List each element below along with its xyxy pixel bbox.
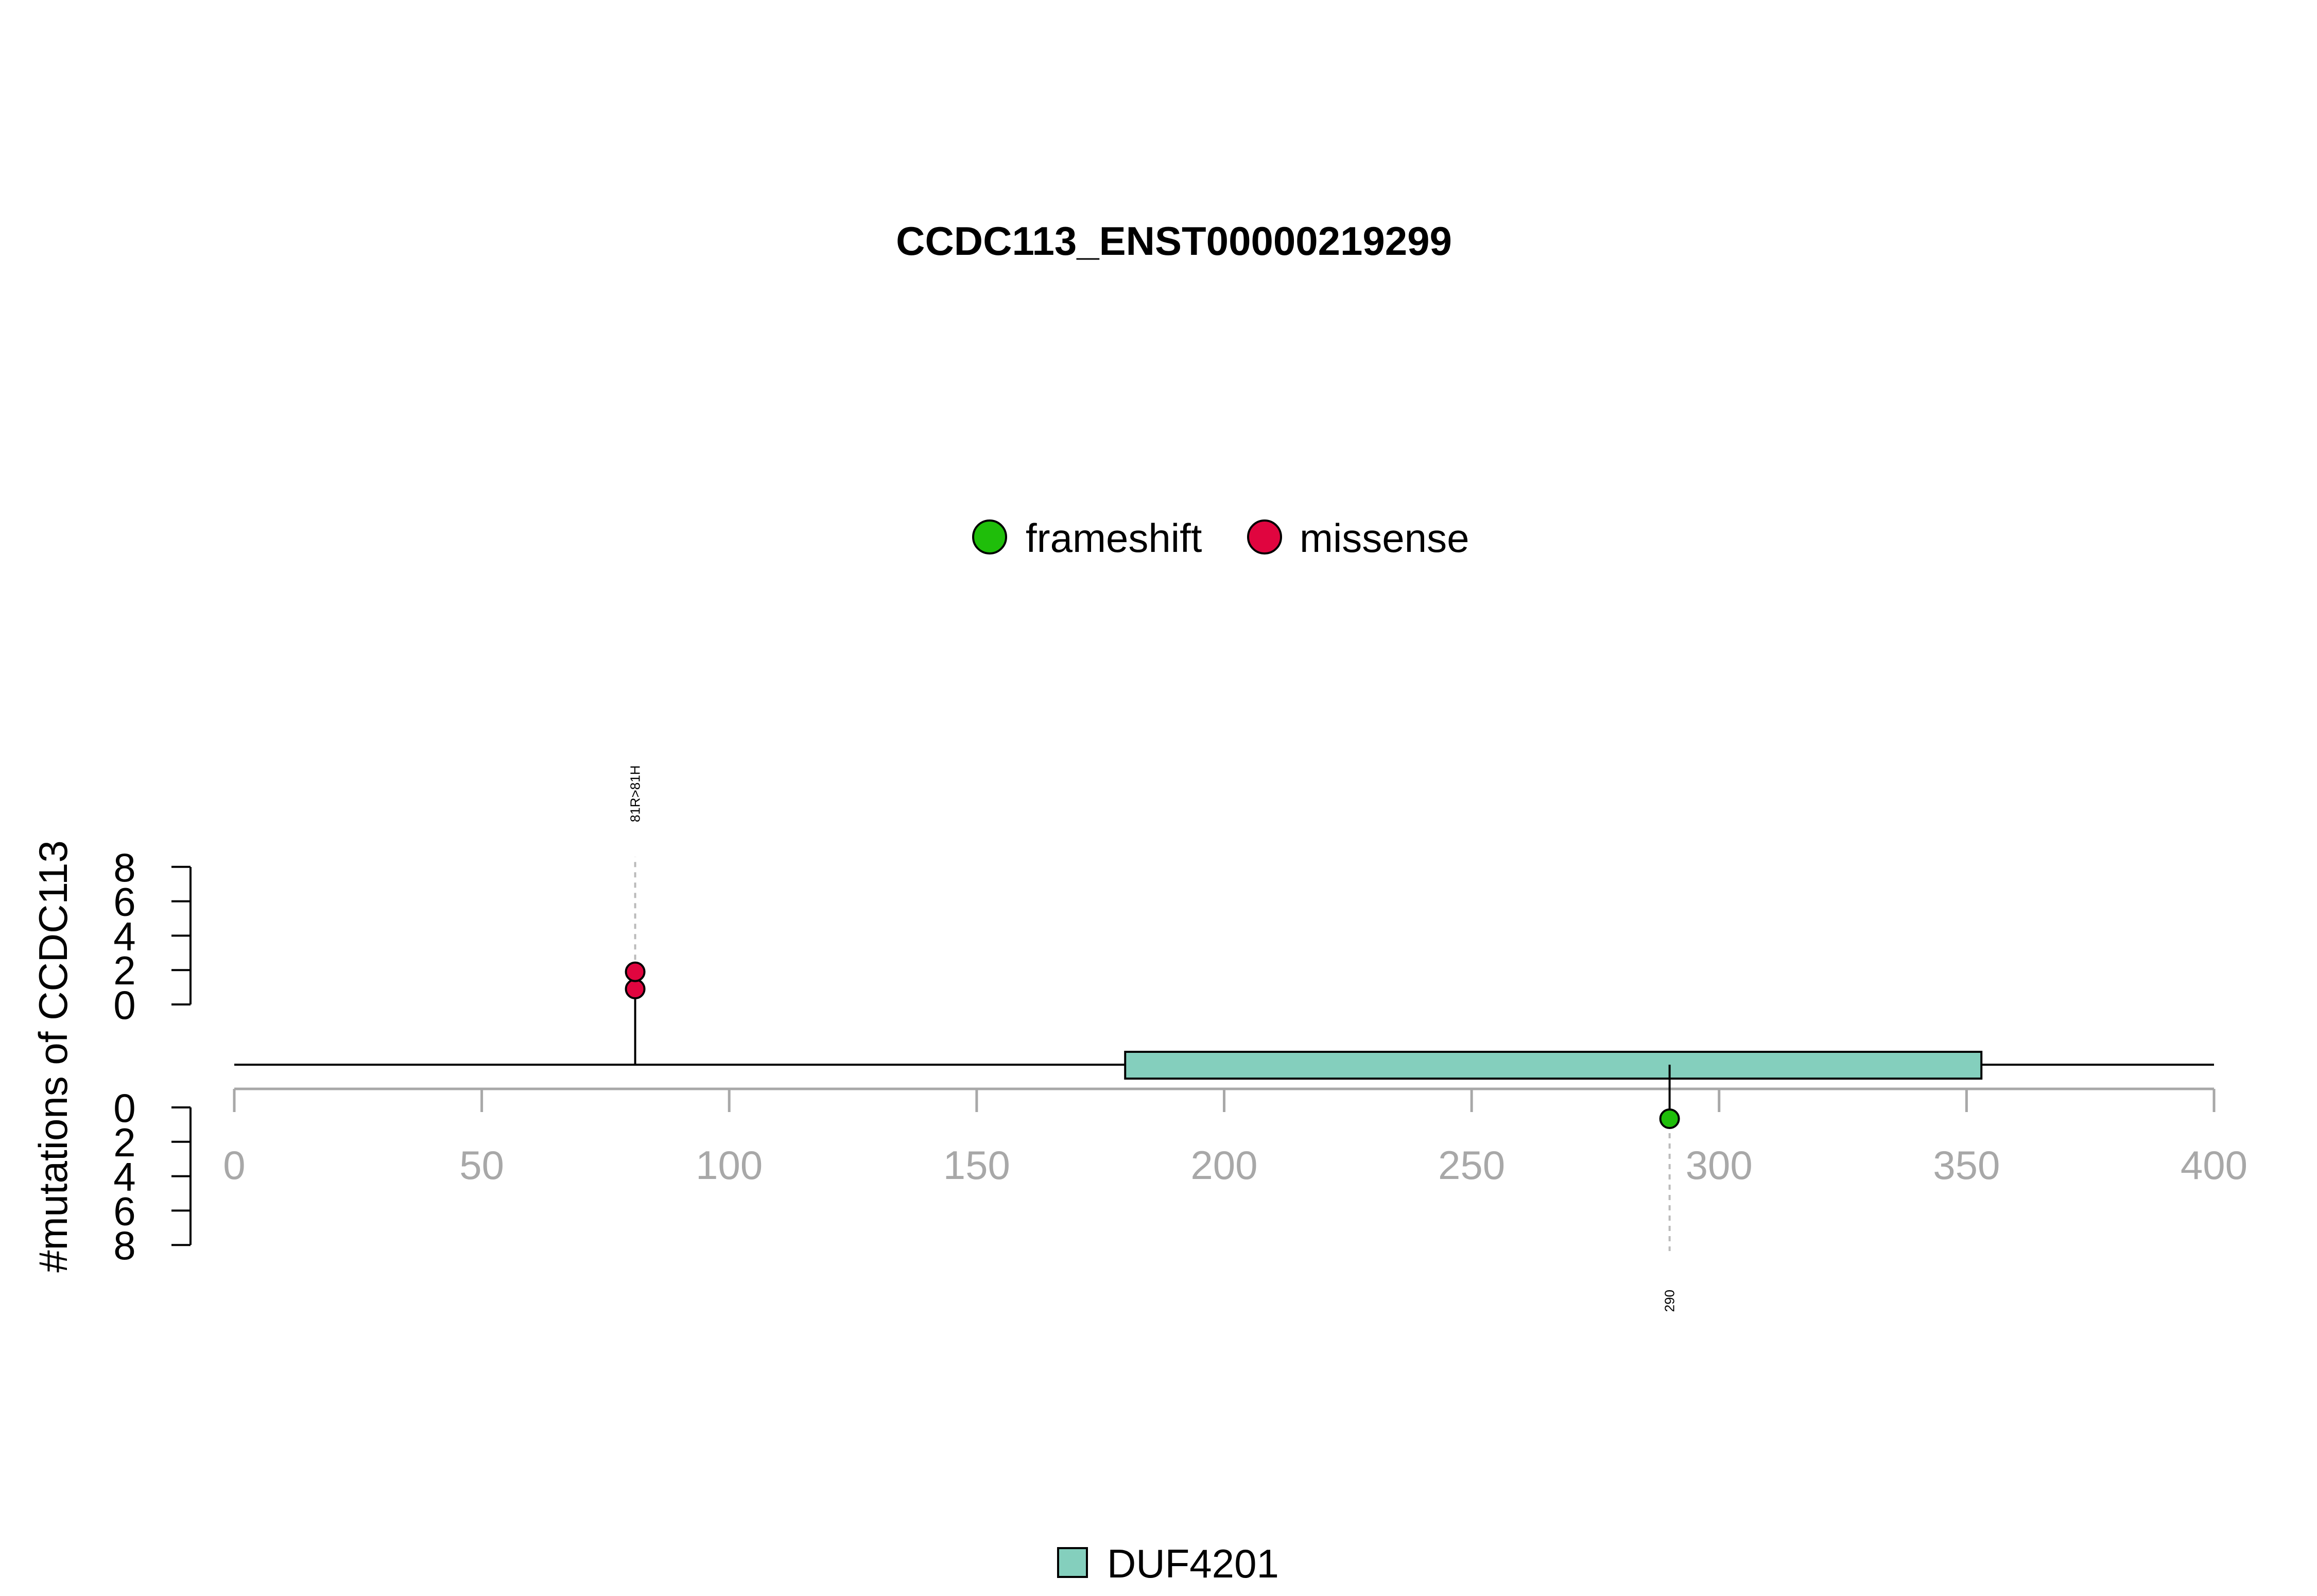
y-tick-label-top: 6	[113, 879, 135, 925]
y-tick-label-top: 8	[113, 845, 135, 890]
mutation-label: 81R>81H	[628, 765, 643, 822]
mutation-marker-missense	[625, 961, 646, 982]
x-tick-label: 400	[2181, 1142, 2247, 1188]
legend-missense-marker	[1247, 519, 1282, 554]
y-tick-label-bottom: 8	[113, 1223, 135, 1268]
legend-missense-label: missense	[1300, 515, 1469, 561]
y-tick-label-top: 4	[113, 913, 135, 959]
y-axis-label: #mutations of CCDC113	[30, 840, 76, 1273]
domain-legend-swatch	[1057, 1547, 1088, 1578]
chart-title: CCDC113_ENST00000219299	[896, 218, 1452, 264]
mutation-marker-missense	[625, 979, 646, 999]
x-tick-label: 150	[943, 1142, 1010, 1188]
x-tick-label: 350	[1933, 1142, 2000, 1188]
y-tick-label-bottom: 6	[113, 1188, 135, 1234]
domain-legend-label: DUF4201	[1107, 1541, 1279, 1586]
legend-frameshift-marker	[972, 519, 1007, 554]
x-tick-label: 250	[1438, 1142, 1505, 1188]
x-tick-label: 50	[459, 1142, 504, 1188]
domain-duf4201	[1124, 1051, 1983, 1080]
x-axis: 0 50 100 150 200 250 300 350 400	[223, 1087, 2247, 1188]
legend-frameshift-label: frameshift	[1026, 515, 1202, 561]
y-tick-label-top: 2	[113, 948, 135, 993]
x-tick-label: 100	[696, 1142, 763, 1188]
y-tick-label-bottom: 4	[113, 1154, 135, 1200]
x-tick-label: 0	[223, 1142, 245, 1188]
y-tick-label-bottom: 0	[113, 1085, 135, 1131]
y-tick-label-top: 0	[113, 982, 135, 1028]
mutation-label: 290	[1662, 1290, 1678, 1312]
domains	[1124, 1051, 1983, 1080]
x-tick-label: 300	[1686, 1142, 1753, 1188]
mutations-bottom: 290	[1659, 1065, 1680, 1312]
x-ticks: 0 50 100 150 200 250 300 350 400	[223, 1089, 2247, 1188]
x-tick-label: 200	[1190, 1142, 1257, 1188]
domain-legend: DUF4201	[1057, 1541, 1279, 1586]
mutation-legend: frameshift missense	[972, 515, 1469, 561]
mutations-top: 81R>81H	[625, 765, 646, 1065]
y-tick-label-bottom: 2	[113, 1120, 135, 1165]
mutation-marker-frameshift	[1659, 1108, 1680, 1129]
